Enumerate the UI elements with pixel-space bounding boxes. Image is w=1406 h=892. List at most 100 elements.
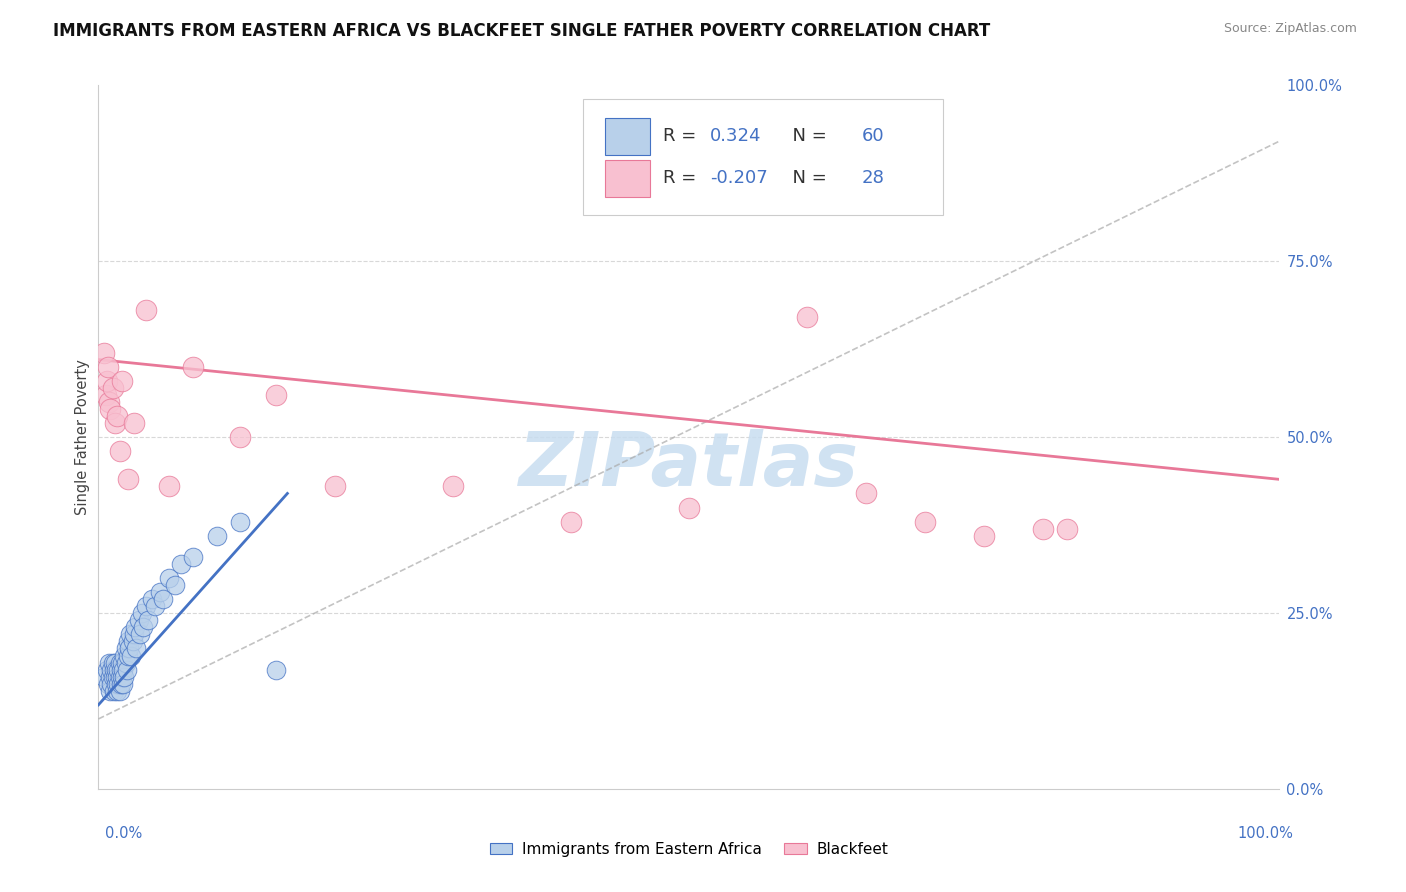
Point [143,599,166,614]
Point [124,620,146,634]
Point [205,529,228,543]
Point [973,529,995,543]
Point [136,613,159,627]
Point [111,656,134,670]
Point [107,663,129,677]
Point [121,648,143,663]
Point [170,557,193,571]
Point [101,670,124,684]
Point [98,683,121,698]
Point [118,641,141,656]
Point [110,676,132,690]
Point [855,486,877,500]
Text: N =: N = [782,169,832,187]
Point [112,648,135,663]
Point [264,388,287,402]
Point [98,656,121,670]
Point [97,676,120,690]
Point [104,416,127,430]
Point [323,479,346,493]
Point [104,670,127,684]
Legend: Immigrants from Eastern Africa, Blackfeet: Immigrants from Eastern Africa, Blackfee… [484,836,894,863]
Point [98,394,121,409]
Point [93,670,115,684]
Point [103,663,125,677]
Point [101,381,124,395]
Point [131,607,153,621]
Point [914,515,936,529]
Point [105,683,128,698]
Point [111,374,134,388]
Point [125,641,148,656]
Point [1032,522,1054,536]
Point [157,571,180,585]
Text: R =: R = [664,169,702,187]
Point [114,641,136,656]
FancyBboxPatch shape [605,161,650,197]
Point [108,670,131,684]
Point [103,683,125,698]
Point [796,310,818,325]
Point [181,549,204,564]
Point [157,479,180,493]
Point [1056,522,1078,536]
Point [108,444,131,458]
Point [108,683,131,698]
Point [121,634,143,648]
Point [122,416,145,430]
Point [229,515,252,529]
Text: R =: R = [664,128,702,145]
Point [96,663,118,677]
Text: 100.0%: 100.0% [1237,827,1294,841]
Point [181,359,204,374]
Text: 28: 28 [862,169,884,187]
Point [560,515,582,529]
Text: Source: ZipAtlas.com: Source: ZipAtlas.com [1223,22,1357,36]
Point [105,676,128,690]
Point [128,613,150,627]
Point [97,359,120,374]
Point [120,627,142,641]
Y-axis label: Single Father Poverty: Single Father Poverty [75,359,90,515]
Point [122,627,145,641]
Point [165,578,187,592]
Point [114,656,136,670]
Point [98,401,121,416]
Point [678,500,700,515]
Text: 0.324: 0.324 [710,128,762,145]
Point [94,388,117,402]
Point [101,656,124,670]
Point [135,599,157,614]
Text: N =: N = [782,128,832,145]
Point [98,670,121,684]
Point [110,663,132,677]
Point [93,345,115,359]
Point [96,374,118,388]
Text: ZIPatlas: ZIPatlas [519,429,859,502]
Point [117,634,139,648]
Point [149,585,172,599]
Point [112,676,135,690]
Point [135,303,157,318]
Point [128,627,150,641]
Point [117,648,139,663]
Point [100,663,122,677]
Text: -0.207: -0.207 [710,169,768,187]
Point [152,592,174,607]
Point [229,430,252,444]
FancyBboxPatch shape [605,118,650,154]
FancyBboxPatch shape [582,99,943,215]
Point [112,663,135,677]
Point [441,479,464,493]
Point [100,676,122,690]
Point [141,592,163,607]
Point [111,670,134,684]
Point [108,656,131,670]
Point [105,409,128,423]
Point [115,663,138,677]
Text: 60: 60 [862,128,884,145]
Point [112,670,135,684]
Text: 0.0%: 0.0% [105,827,142,841]
Point [264,663,287,677]
Point [107,676,129,690]
